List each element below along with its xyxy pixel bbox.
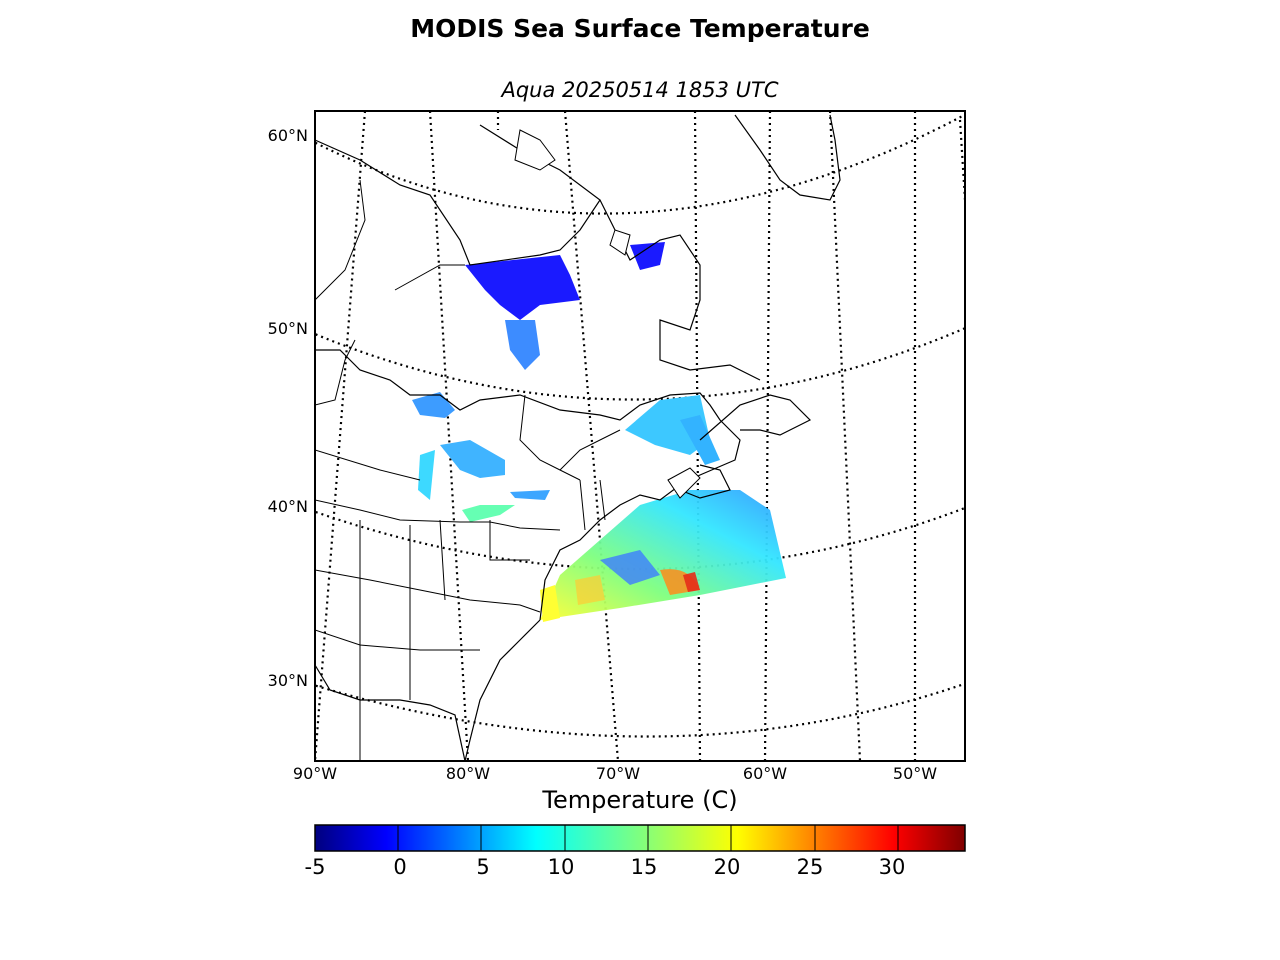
lon-label-80w: 80°W [445,764,491,783]
lat-label-30n: 30°N [267,671,308,690]
parallel-30n [315,682,965,738]
colorbar [314,824,966,852]
state-borders [315,179,621,760]
meridian-90w [315,111,367,761]
lat-label-50n: 50°N [267,319,308,338]
lon-label-50w: 50°W [892,764,938,783]
lon-label-60w: 60°W [742,764,788,783]
sst-swath [540,490,786,622]
meridian-70w [563,111,620,761]
parallel-50n [315,326,965,401]
figure-title: MODIS Sea Surface Temperature [410,14,870,43]
meridian-80w [428,111,470,761]
colorbar-tick-label: 5 [476,855,490,879]
lat-label-60n: 60°N [267,126,308,145]
colorbar-tick-label: 20 [713,855,741,879]
colorbar-tick-label: 30 [878,855,906,879]
meridian-55w [828,111,862,761]
lat-label-40n: 40°N [267,497,308,516]
colorbar-tick-label: 0 [393,855,407,879]
lon-label-70w: 70°W [595,764,641,783]
islands [514,129,701,499]
figure-subtitle: Aqua 20250514 1853 UTC [501,78,779,102]
colorbar-gradient [314,824,966,852]
colorbar-tick-label: 10 [547,855,575,879]
meridian-60w [763,111,772,761]
colorbar-tick-label: 15 [630,855,658,879]
colorbar-label: Temperature (C) [542,786,738,814]
parallel-60n [315,113,965,215]
colorbar-tick-label: -5 [304,855,326,879]
map-area [315,111,965,761]
map-frame [314,110,966,762]
colorbar-tick-marks [397,825,899,851]
colorbar-tick-label: 25 [796,855,824,879]
coastlines [315,114,841,761]
lon-label-90w: 90°W [292,764,338,783]
